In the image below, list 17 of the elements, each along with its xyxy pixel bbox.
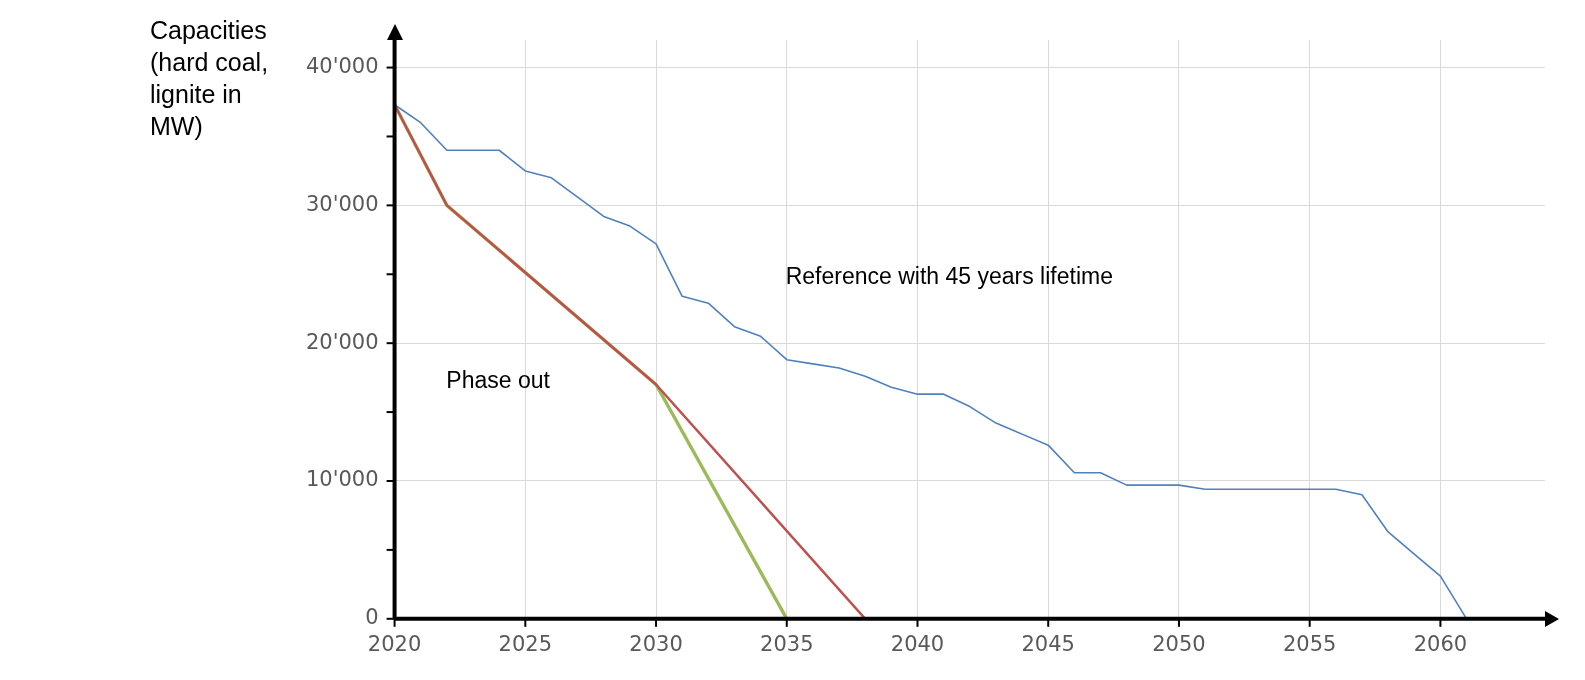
- annotation: Reference with 45 years lifetime: [785, 262, 1113, 289]
- x-tick-label: 2060: [1413, 631, 1468, 656]
- x-tick-label: 2020: [367, 631, 422, 656]
- annotation: Phase out: [446, 366, 551, 393]
- x-tick-label: 2050: [1152, 631, 1206, 656]
- x-tick-label: 2040: [890, 631, 945, 656]
- y-tick-label: 30'000: [306, 191, 379, 216]
- x-tick-label: 2035: [760, 631, 814, 656]
- y-axis-title: Capacities (hard coal, lignite in MW): [150, 15, 270, 142]
- x-tick-label: 2030: [629, 631, 683, 656]
- x-tick-label: 2055: [1282, 631, 1337, 656]
- y-tick-label: 0: [365, 605, 379, 630]
- y-tick-label: 40'000: [306, 54, 379, 79]
- x-tick-label: 2045: [1021, 631, 1075, 656]
- x-tick-label: 2025: [498, 631, 553, 656]
- y-tick-label: 10'000: [306, 467, 379, 492]
- y-tick-label: 20'000: [306, 329, 379, 354]
